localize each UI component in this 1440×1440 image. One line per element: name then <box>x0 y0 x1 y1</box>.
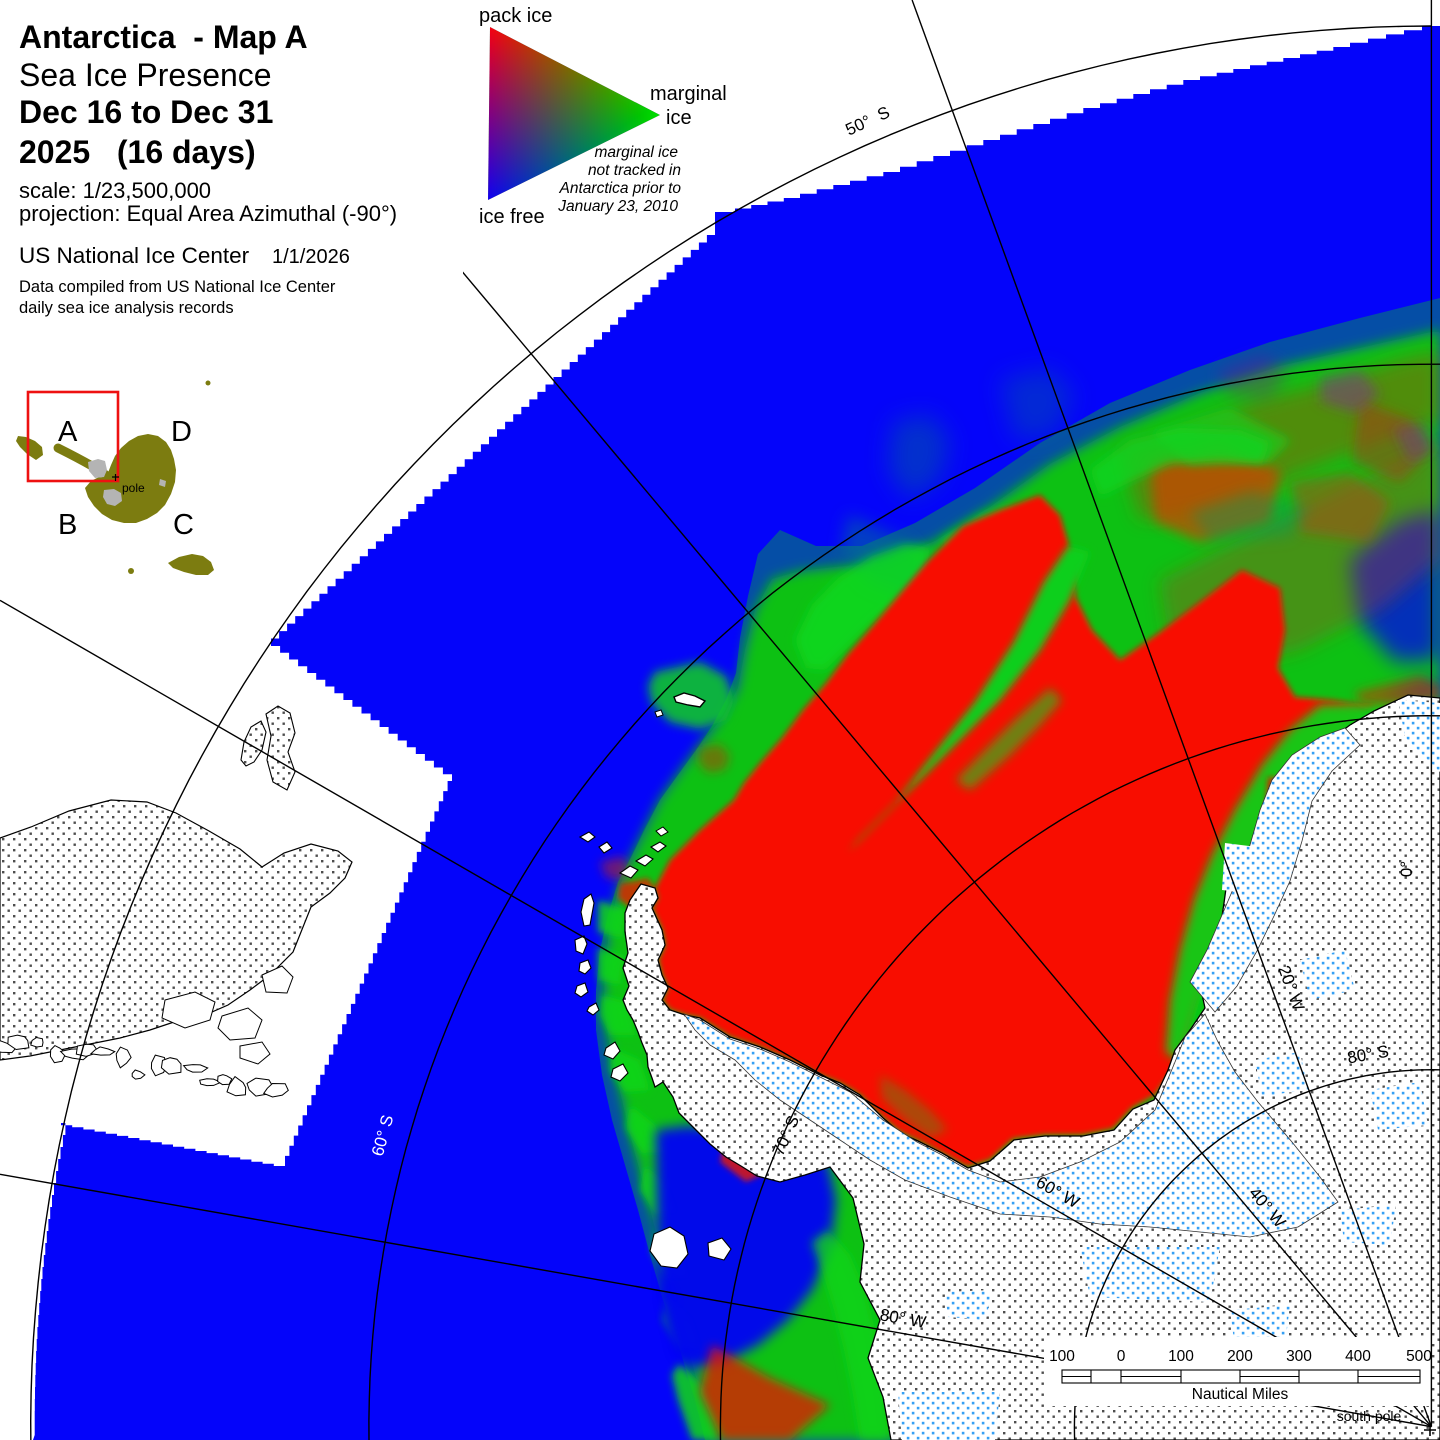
svg-text:C: C <box>173 509 194 541</box>
svg-text:300: 300 <box>1286 1348 1312 1365</box>
svg-text:Nautical Miles: Nautical Miles <box>1192 1386 1289 1403</box>
svg-text:ice free: ice free <box>479 206 545 228</box>
svg-text:January 23, 2010: January 23, 2010 <box>557 198 678 215</box>
svg-text:scale: 1/23,500,000: scale: 1/23,500,000 <box>19 178 211 203</box>
svg-text:pole: pole <box>122 481 145 495</box>
svg-text:100: 100 <box>1049 1348 1075 1365</box>
svg-text:A: A <box>58 416 78 448</box>
svg-text:400: 400 <box>1345 1348 1371 1365</box>
svg-text:daily sea ice analysis records: daily sea ice analysis records <box>19 299 234 317</box>
svg-text:100: 100 <box>1168 1348 1194 1365</box>
svg-text:marginal ice: marginal ice <box>594 144 678 161</box>
svg-text:Antarctica prior to: Antarctica prior to <box>559 180 682 197</box>
svg-text:D: D <box>171 416 192 448</box>
svg-text:pack ice: pack ice <box>479 5 552 27</box>
svg-text:500: 500 <box>1406 1348 1432 1365</box>
svg-text:south pole: south pole <box>1337 1408 1402 1424</box>
svg-text:marginal: marginal <box>650 83 727 105</box>
svg-text:ice: ice <box>666 107 692 129</box>
svg-text:0°: 0° <box>1397 861 1416 877</box>
svg-text:projection: Equal Area Azimuth: projection: Equal Area Azimuthal (-90°) <box>19 201 397 226</box>
svg-text:B: B <box>58 509 77 541</box>
svg-text:Dec 16 to Dec 31: Dec 16 to Dec 31 <box>19 94 273 130</box>
svg-text:Data compiled from US National: Data compiled from US National Ice Cente… <box>19 278 336 296</box>
svg-text:US National Ice Center: US National Ice Center <box>19 243 250 268</box>
svg-text:not tracked in: not tracked in <box>588 162 681 179</box>
svg-text:2025 (16 days): 2025 (16 days) <box>19 134 256 170</box>
svg-text:1/1/2026: 1/1/2026 <box>272 246 350 268</box>
svg-text:Sea Ice Presence: Sea Ice Presence <box>19 57 272 93</box>
svg-text:0: 0 <box>1117 1348 1126 1365</box>
svg-text:Antarctica - Map A: Antarctica - Map A <box>19 19 308 55</box>
svg-text:200: 200 <box>1227 1348 1253 1365</box>
